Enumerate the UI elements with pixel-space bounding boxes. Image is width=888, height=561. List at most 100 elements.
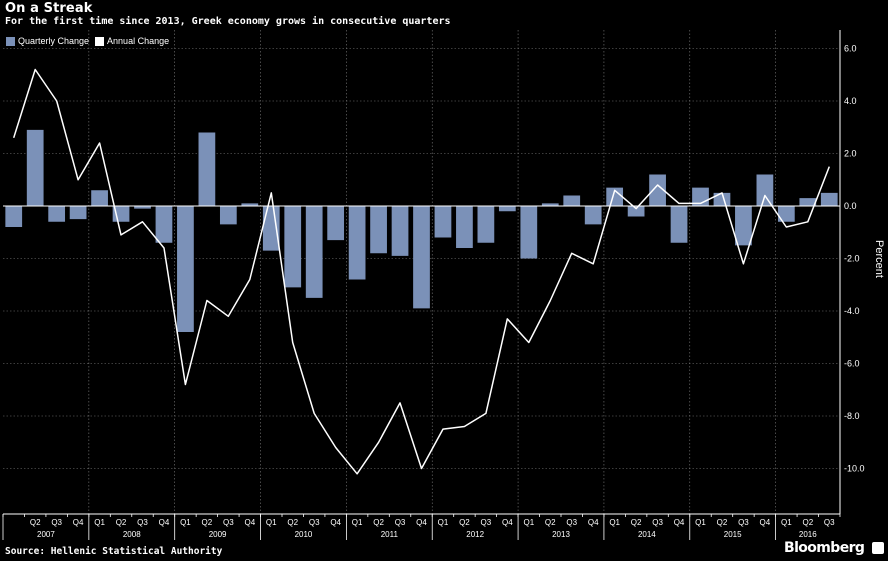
x-quarter-label: Q3 (481, 518, 492, 527)
bar-quarterly (370, 206, 387, 254)
brand-mark-icon (872, 542, 884, 554)
bar-quarterly (541, 203, 559, 206)
x-quarter-label: Q4 (330, 518, 341, 527)
x-year-label: 2008 (123, 530, 141, 539)
bar-quarterly (670, 206, 688, 243)
x-quarter-label: Q4 (674, 518, 685, 527)
x-quarter-label: Q1 (438, 518, 449, 527)
grid-layer (3, 30, 840, 514)
y-tick-label: 0.0 (844, 201, 857, 211)
bar-quarterly (456, 206, 473, 248)
x-quarter-label: Q4 (73, 518, 84, 527)
axis-layer: 6.0 4.0 2.0 0.0 -2.0 -4.0 -6.0 -8.0 -10.0 Percent… (2, 30, 885, 540)
bar-quarterly (563, 195, 581, 206)
bar-quarterly (91, 190, 108, 206)
bar-quarterly (434, 206, 452, 238)
x-quarter-label: Q1 (781, 518, 792, 527)
x-year-label: 2013 (552, 530, 570, 539)
bar-quarterly (627, 206, 645, 217)
bar-quarterly (391, 206, 409, 256)
x-year-label: 2010 (295, 530, 313, 539)
x-quarter-label: Q3 (51, 518, 62, 527)
bar-quarterly (820, 192, 838, 206)
bar-quarterly (262, 206, 280, 251)
line-annual (12, 68, 830, 475)
x-quarter-label: Q1 (352, 518, 363, 527)
x-quarter-label: Q4 (416, 518, 427, 527)
y-tick-label: 4.0 (844, 96, 857, 106)
bar-quarterly (26, 129, 44, 206)
legend-label-quarterly: Quarterly Change (18, 36, 90, 46)
bar-quarterly (498, 206, 516, 212)
x-quarter-label: Q2 (116, 518, 127, 527)
x-quarter-label: Q3 (309, 518, 320, 527)
legend-item-quarterly: Quarterly Change (6, 36, 89, 46)
x-quarter-label: Q2 (30, 518, 41, 527)
x-quarter-label: Q3 (223, 518, 234, 527)
bar-quarterly (477, 206, 495, 243)
y-tick-label: -6.0 (844, 359, 860, 369)
x-year-label: 2016 (799, 530, 817, 539)
x-quarter-label: Q4 (588, 518, 599, 527)
bar-quarterly (284, 206, 302, 288)
bar-quarterly (327, 206, 345, 241)
y-tick-label: -8.0 (844, 411, 860, 421)
bar-quarterly (5, 206, 23, 227)
legend: Quarterly Change Annual Change (6, 36, 175, 46)
bar-quarterly (219, 206, 237, 225)
bar-quarterly (756, 174, 774, 206)
x-quarter-label: Q2 (202, 518, 213, 527)
y-axis-title: Percent (873, 240, 885, 278)
bar-quarterly (198, 132, 216, 206)
bar-quarterly (799, 198, 817, 206)
x-quarter-label: Q2 (545, 518, 556, 527)
y-tick-label: -2.0 (844, 254, 860, 264)
bar-quarterly (177, 206, 194, 332)
x-quarter-label: Q2 (802, 518, 813, 527)
x-year-label: 2009 (209, 530, 227, 539)
x-year-label: 2015 (724, 530, 742, 539)
y-tick-label: 2.0 (844, 149, 857, 159)
x-quarter-label: Q1 (523, 518, 534, 527)
bar-quarterly (606, 187, 624, 206)
bar-quarterly (241, 203, 259, 206)
x-quarter-label: Q2 (717, 518, 728, 527)
x-year-label: 2012 (466, 530, 484, 539)
legend-swatch-annual (95, 36, 105, 46)
x-quarter-label: Q3 (137, 518, 148, 527)
x-quarter-label: Q3 (652, 518, 663, 527)
chart-subtitle: For the first time since 2013, Greek eco… (5, 16, 451, 27)
bar-quarterly (713, 192, 731, 206)
legend-label-annual: Annual Change (107, 36, 170, 46)
bar-quarterly (155, 206, 173, 243)
bar-quarterly (649, 174, 666, 206)
bar-quarterly (777, 206, 795, 222)
x-quarter-label: Q4 (502, 518, 513, 527)
x-quarter-label: Q4 (244, 518, 255, 527)
legend-item-annual: Annual Change (95, 36, 169, 46)
x-quarter-label: Q4 (159, 518, 170, 527)
bar-quarterly (584, 206, 602, 225)
x-quarter-label: Q2 (631, 518, 642, 527)
x-quarter-label: Q2 (287, 518, 298, 527)
source-note: Source: Hellenic Statistical Authority (5, 546, 223, 557)
x-quarter-label: Q3 (395, 518, 406, 527)
bar-quarterly (305, 206, 323, 298)
x-year-label: 2011 (381, 530, 399, 539)
bar-series-quarterly (5, 129, 838, 332)
chart-title: On a Streak (5, 1, 93, 16)
x-quarter-label: Q2 (373, 518, 384, 527)
x-quarter-label: Q1 (180, 518, 191, 527)
bar-quarterly (134, 206, 151, 209)
x-quarter-label: Q1 (266, 518, 277, 527)
bar-quarterly (735, 206, 752, 246)
x-quarter-label: Q1 (695, 518, 706, 527)
x-quarter-label: Q4 (760, 518, 771, 527)
x-quarter-label: Q3 (824, 518, 835, 527)
line-series-annual (12, 68, 830, 475)
x-quarter-label: Q3 (566, 518, 577, 527)
legend-swatch-quarterly (6, 36, 15, 46)
bar-quarterly (413, 206, 430, 309)
bar-quarterly (520, 206, 538, 259)
